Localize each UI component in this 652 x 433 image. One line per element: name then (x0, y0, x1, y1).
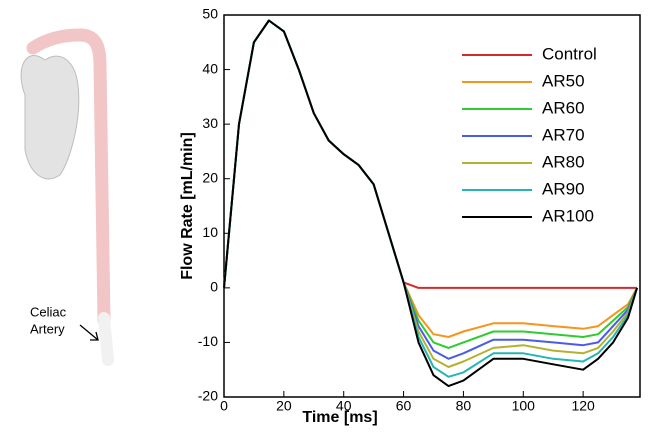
y-tick-label: 20 (202, 169, 218, 185)
legend-label: Control (542, 44, 597, 63)
arrow (79, 324, 99, 341)
legend-label: AR90 (542, 179, 585, 198)
x-tick-label: 40 (336, 398, 352, 414)
aorta (26, 28, 111, 327)
x-axis-label: Time [ms] (302, 409, 377, 426)
y-tick-label: 30 (202, 115, 218, 131)
y-tick-label: 50 (202, 6, 218, 22)
y-tick-label: -20 (198, 388, 218, 404)
y-tick-label: 0 (210, 279, 218, 295)
x-tick-label: 20 (276, 398, 292, 414)
heart (20, 54, 80, 180)
legend-label: AR60 (542, 98, 585, 117)
legend-label: AR80 (542, 152, 585, 171)
x-tick-label: 0 (220, 398, 228, 414)
legend-label: AR50 (542, 71, 585, 90)
x-tick-label: 120 (571, 398, 595, 414)
x-tick-label: 100 (512, 398, 536, 414)
x-tick-label: 60 (396, 398, 412, 414)
y-tick-label: 40 (202, 60, 218, 76)
y-axis-label: Flow Rate [mL/min] (179, 132, 196, 280)
annotation: Celiac (30, 304, 67, 319)
y-tick-label: -10 (198, 333, 218, 349)
series-line (223, 19, 638, 388)
annotation: Artery (30, 321, 65, 336)
legend-label: AR100 (542, 206, 594, 225)
y-tick-label: 10 (202, 224, 218, 240)
aorta-end (98, 312, 114, 366)
x-tick-label: 80 (456, 398, 472, 414)
legend-label: AR70 (542, 125, 585, 144)
illustration: Celiac Artery (20, 28, 114, 366)
plot-frame (223, 14, 641, 398)
